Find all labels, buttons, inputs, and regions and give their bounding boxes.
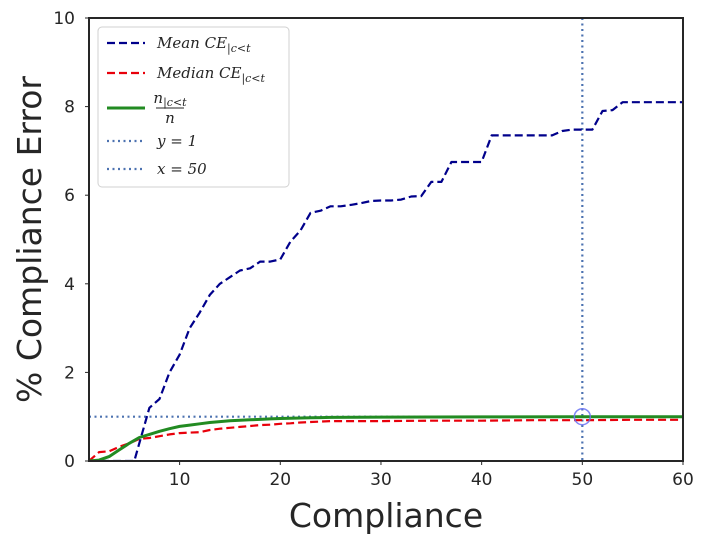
x-tick-label: 10 [169, 470, 191, 490]
x-tick-label: 40 [471, 470, 493, 490]
series-line-2 [89, 415, 683, 461]
series-layer [89, 18, 683, 461]
y-tick-label: 8 [64, 98, 75, 118]
y-tick-label: 6 [64, 186, 75, 206]
legend-label-4: x = 50 [157, 160, 207, 178]
x-tick-label: 50 [572, 470, 594, 490]
ticks-layer: 10 20 30 40 50 60 0 2 4 6 8 10 [53, 9, 693, 490]
intersection-marker [573, 407, 592, 426]
x-tick-label: 60 [672, 470, 694, 490]
plot-frame [88, 17, 684, 462]
x-tick-label: 20 [269, 470, 291, 490]
series-line-1 [89, 418, 683, 461]
legend-label-3: y = 1 [156, 132, 197, 150]
legend-box [97, 26, 290, 188]
x-tick-label: 30 [370, 470, 392, 490]
legend-label-2-denominator: n [165, 109, 175, 127]
series-line-0 [89, 101, 683, 461]
y-tick-label: 2 [64, 363, 75, 383]
x-axis-title: Compliance [289, 496, 483, 535]
y-axis-title: % Compliance Error [10, 76, 49, 403]
legend-label-1: Median CE|c<t [156, 64, 266, 86]
y-tick-label: 0 [64, 452, 75, 472]
y-tick-label: 10 [53, 9, 75, 29]
y-tick-label: 4 [64, 275, 75, 295]
